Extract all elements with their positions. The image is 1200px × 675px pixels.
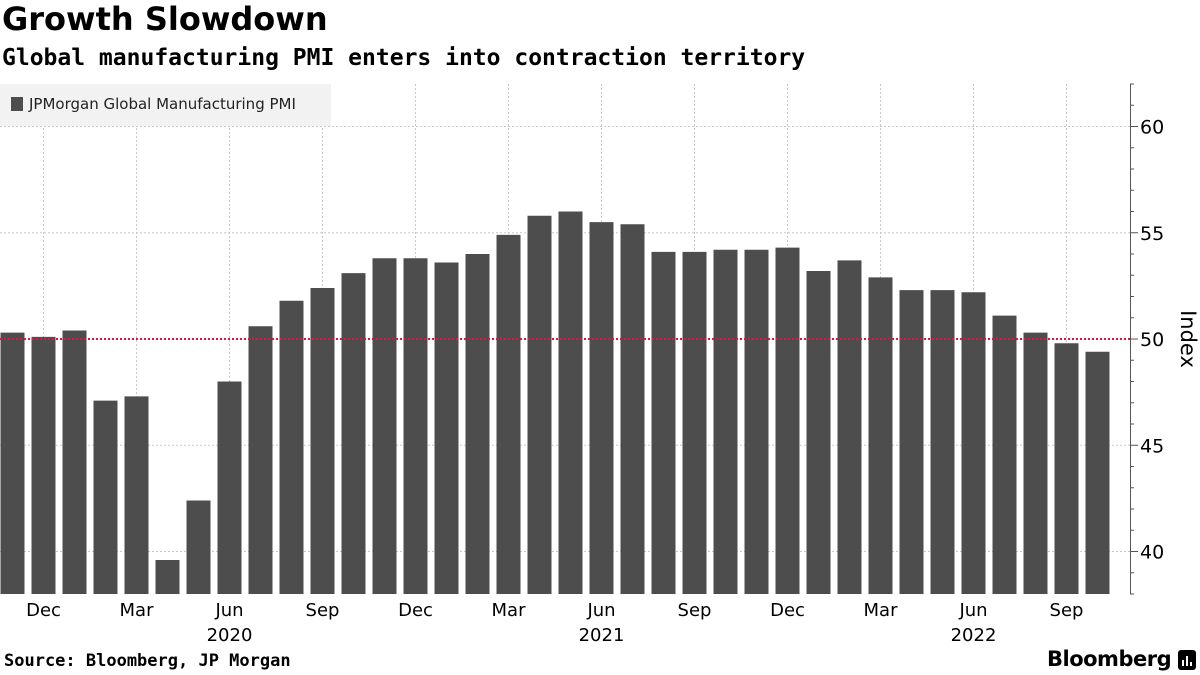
chart-title: Growth Slowdown xyxy=(2,0,328,38)
bar xyxy=(62,330,87,594)
bar xyxy=(465,254,490,594)
bar xyxy=(496,234,521,594)
bar xyxy=(248,326,273,594)
bar xyxy=(403,258,428,594)
legend-label: JPMorgan Global Manufacturing PMI xyxy=(29,95,296,113)
bar xyxy=(279,300,304,594)
x-tick-label: Dec xyxy=(26,600,61,621)
bloomberg-logo: Bloomberg xyxy=(1047,647,1172,671)
x-tick-label: Sep xyxy=(678,600,712,621)
bar xyxy=(1023,332,1048,594)
x-year-label: 2021 xyxy=(579,625,625,646)
y-axis-title: Index xyxy=(1176,310,1200,368)
bar xyxy=(806,271,831,594)
source-note: Source: Bloomberg, JP Morgan xyxy=(4,651,291,671)
chart-subtitle: Global manufacturing PMI enters into con… xyxy=(2,45,806,71)
x-year-label: 2022 xyxy=(951,625,997,646)
y-tick-label: 45 xyxy=(1140,435,1164,457)
bar xyxy=(341,273,366,594)
x-tick-label: Mar xyxy=(120,600,155,621)
bar xyxy=(217,381,242,594)
bloomberg-badge-icon xyxy=(1178,650,1196,670)
bar xyxy=(31,336,56,594)
bar xyxy=(372,258,397,594)
x-year-label: 2020 xyxy=(207,625,253,646)
x-tick-label: Dec xyxy=(770,600,805,621)
bar xyxy=(527,215,552,594)
bar xyxy=(930,290,955,594)
x-tick-label: Mar xyxy=(492,600,527,621)
x-tick-label: Mar xyxy=(864,600,899,621)
bar xyxy=(744,249,769,594)
x-tick-label: Jun xyxy=(214,600,243,621)
bar xyxy=(837,260,862,594)
bar xyxy=(899,290,924,594)
bar xyxy=(651,251,676,594)
bar xyxy=(1085,351,1110,594)
bar xyxy=(992,315,1017,594)
x-tick-label: Jun xyxy=(958,600,987,621)
bar xyxy=(682,251,707,594)
bar xyxy=(124,396,149,594)
bar xyxy=(589,222,614,594)
bar xyxy=(1054,343,1079,594)
bar xyxy=(155,560,180,594)
y-tick-label: 40 xyxy=(1140,542,1164,564)
bar xyxy=(434,262,459,594)
x-tick-label: Jun xyxy=(586,600,615,621)
bar xyxy=(961,292,986,594)
y-tick-label: 50 xyxy=(1140,329,1164,351)
bar-chart-icon xyxy=(1182,656,1192,666)
x-tick-label: Sep xyxy=(1050,600,1084,621)
bar xyxy=(775,247,800,594)
x-tick-label: Dec xyxy=(398,600,433,621)
bar xyxy=(713,249,738,594)
bar xyxy=(186,500,211,594)
bar xyxy=(558,211,583,594)
y-tick-label: 55 xyxy=(1140,223,1164,245)
bar xyxy=(620,224,645,594)
legend: JPMorgan Global Manufacturing PMI xyxy=(0,84,331,126)
bar xyxy=(310,288,335,594)
legend-swatch xyxy=(11,97,23,111)
x-tick-label: Sep xyxy=(306,600,340,621)
y-tick-label: 60 xyxy=(1140,117,1164,139)
bar xyxy=(0,332,25,594)
bar xyxy=(93,400,118,594)
bar xyxy=(868,277,893,594)
